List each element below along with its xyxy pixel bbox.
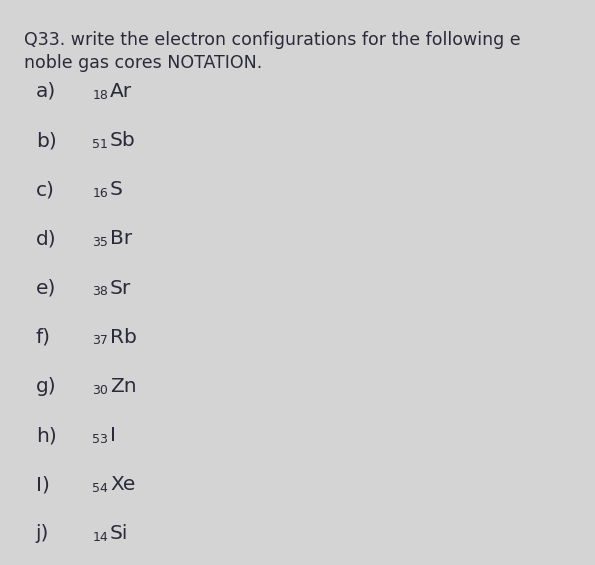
Text: 35: 35 xyxy=(92,236,108,249)
Text: Sr: Sr xyxy=(110,279,131,298)
Text: I): I) xyxy=(36,475,49,494)
Text: 54: 54 xyxy=(92,482,108,495)
Text: 51: 51 xyxy=(92,138,108,151)
Text: f): f) xyxy=(36,328,51,347)
Text: 14: 14 xyxy=(92,531,108,544)
Text: g): g) xyxy=(36,377,57,396)
Text: 30: 30 xyxy=(92,384,108,397)
Text: noble gas cores NOTATION.: noble gas cores NOTATION. xyxy=(24,54,262,72)
Text: S: S xyxy=(110,180,123,199)
Text: a): a) xyxy=(36,82,56,101)
Text: Rb: Rb xyxy=(110,328,137,347)
Text: 37: 37 xyxy=(92,334,108,347)
Text: j): j) xyxy=(36,524,49,544)
Text: b): b) xyxy=(36,131,57,150)
Text: 16: 16 xyxy=(92,187,108,200)
Text: 38: 38 xyxy=(92,285,108,298)
Text: d): d) xyxy=(36,229,57,249)
Text: Ar: Ar xyxy=(110,82,132,101)
Text: Zn: Zn xyxy=(110,377,137,396)
Text: Q33. write the electron configurations for the following e: Q33. write the electron configurations f… xyxy=(24,31,521,49)
Text: Sb: Sb xyxy=(110,131,136,150)
Text: e): e) xyxy=(36,279,56,298)
Text: Si: Si xyxy=(110,524,129,544)
Text: Xe: Xe xyxy=(110,475,136,494)
Text: I: I xyxy=(110,426,116,445)
Text: h): h) xyxy=(36,426,57,445)
Text: 18: 18 xyxy=(92,89,108,102)
Text: 53: 53 xyxy=(92,433,108,446)
Text: Br: Br xyxy=(110,229,132,249)
Text: c): c) xyxy=(36,180,55,199)
